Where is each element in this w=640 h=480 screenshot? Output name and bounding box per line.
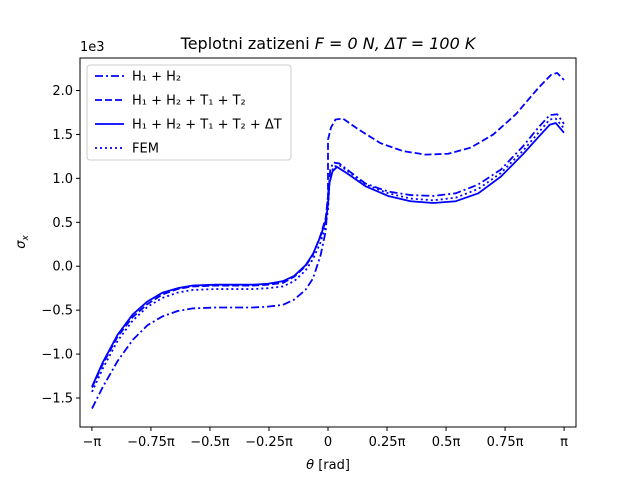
y-tick-label: 2.0 [52, 84, 73, 99]
legend-box [86, 64, 292, 161]
y-tick-label: −1.0 [41, 348, 73, 363]
x-tick-label: −0.5π [190, 435, 230, 450]
legend-label-1: H₁ + H₂ [132, 70, 181, 85]
y-tick-label: −0.5 [41, 304, 73, 319]
series-line-3 [91, 122, 565, 387]
y-tick-label: −1.5 [41, 392, 73, 407]
y-tick-label: 1.0 [52, 172, 73, 187]
x-tick-label: 0.75π [487, 435, 524, 450]
y-tick-label: 0.0 [52, 260, 73, 275]
legend-label-3: H₁ + H₂ + T₁ + T₂ + ΔT [132, 118, 282, 133]
chart-title: Teplotni zatizeni F = 0 N, ΔT = 100 K [180, 34, 477, 53]
x-axis-label: θ [rad] [306, 458, 350, 473]
legend-label-2: H₁ + H₂ + T₁ + T₂ [132, 94, 246, 109]
legend-entries: H₁ + H₂ H₁ + H₂ + T₁ + T₂ H₁ + H₂ + T₁ + T… [95, 70, 282, 157]
y-axis-label: σx [14, 235, 31, 249]
series-line-1 [91, 113, 565, 409]
y-tick-label: 0.5 [52, 216, 73, 231]
x-tick-label: −π [83, 435, 102, 450]
x-tick-label: 0.5π [432, 435, 461, 450]
x-tick-label: −0.75π [127, 435, 175, 450]
x-tick-label: 0 [324, 435, 332, 450]
x-tick-label: −0.25π [245, 435, 293, 450]
series-layer [91, 72, 565, 409]
y-offset-text: 1e3 [80, 40, 105, 55]
legend-label-4: FEM [132, 142, 159, 157]
y-axis-ticks: −1.5 −1.0 −0.5 0.0 0.5 1.0 1.5 2.0 [41, 84, 80, 407]
legend: H₁ + H₂ H₁ + H₂ + T₁ + T₂ H₁ + H₂ + T₁ + T… [86, 64, 292, 161]
y-tick-label: 1.5 [52, 128, 73, 143]
x-tick-label: π [560, 435, 568, 450]
x-axis-ticks: −π −0.75π −0.5π −0.25π 0 0.25π 0.5π 0.75π π [83, 427, 568, 450]
series-line-4 [91, 117, 565, 393]
x-tick-label: 0.25π [369, 435, 406, 450]
